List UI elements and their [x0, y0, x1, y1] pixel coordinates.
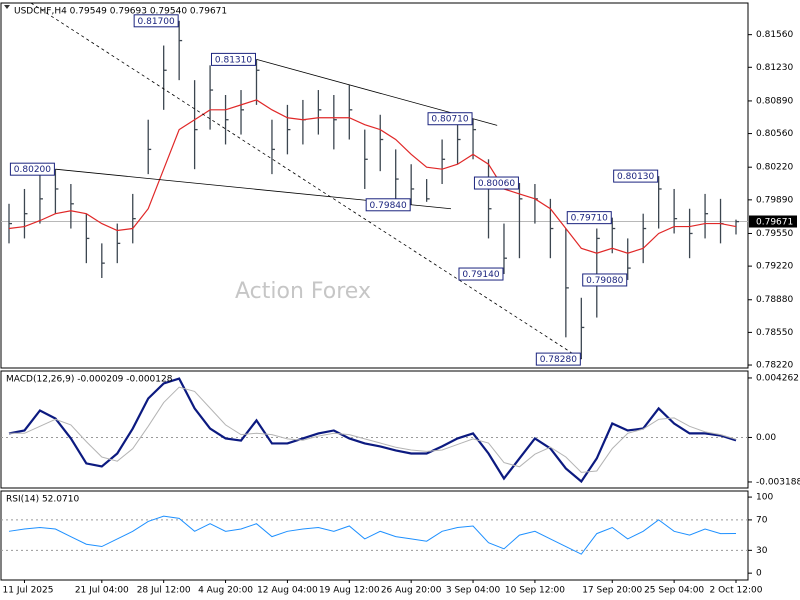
y-tick-label: 0.80890: [756, 96, 793, 106]
y-tick-label: 30: [756, 546, 768, 556]
last-price-label: 0.79671: [756, 218, 793, 228]
trend-line-dashed: [30, 2, 582, 360]
price-label: 0.79140: [462, 270, 499, 280]
y-tick-label: 0.78220: [756, 361, 793, 371]
last-price-box: [749, 215, 797, 228]
x-tick-label: 11 Jul 2025: [3, 586, 54, 596]
price-label-box: [427, 112, 473, 126]
y-tick-label: 0: [756, 569, 762, 579]
y-tick-label: 0.78550: [756, 328, 793, 338]
price-label: 0.81700: [138, 17, 175, 27]
price-label-box: [9, 162, 55, 176]
price-label: 0.78280: [540, 355, 577, 365]
x-tick-label: 19 Aug 12:00: [319, 586, 380, 596]
moving-average: [8, 99, 737, 254]
pane-frame: [0, 370, 749, 489]
x-tick-label: 26 Aug 20:00: [381, 586, 442, 596]
y-tick-label: 0.81230: [756, 63, 793, 73]
price-label-box: [473, 176, 519, 190]
price-label: 0.80200: [14, 165, 51, 175]
price-label: 0.80060: [478, 179, 515, 189]
price-label-box: [133, 14, 179, 28]
price-label-box: [582, 273, 628, 287]
menu-icon: [4, 5, 10, 9]
price-label: 0.81310: [215, 55, 252, 65]
x-tick-label: 17 Sep 20:00: [582, 586, 642, 596]
x-tick-label: 28 Jul 12:00: [137, 586, 191, 596]
indicator-line: [9, 386, 737, 473]
y-tick-label: 0.80560: [756, 129, 793, 139]
watermark: Action Forex: [235, 279, 371, 304]
pane-frame: [0, 2, 749, 369]
price-label-box: [458, 267, 504, 281]
price-label: 0.80130: [617, 172, 654, 182]
price-label-box: [566, 211, 612, 225]
y-tick-label: 0.79220: [756, 262, 793, 272]
price-label: 0.79710: [571, 214, 608, 224]
indicator-line: [8, 515, 737, 555]
pane-frame: [0, 490, 749, 581]
y-tick-label: 0.79550: [756, 229, 793, 239]
price-label-box: [210, 52, 256, 66]
pane-title: RSI(14) 52.0710: [6, 495, 79, 505]
price-label-box: [365, 198, 411, 212]
y-tick-label: 70: [756, 515, 768, 525]
price-label: 0.79080: [586, 276, 623, 286]
x-tick-label: 10 Sep 12:00: [505, 586, 565, 596]
x-tick-label: 4 Aug 20:00: [198, 586, 253, 596]
y-tick-label: 0.79890: [756, 195, 793, 205]
price-label: 0.80710: [431, 115, 468, 125]
x-tick-label: 3 Sep 04:00: [446, 586, 501, 596]
y-tick-label: 0.00: [756, 433, 776, 443]
pane-title: USDCHF,H4 0.79549 0.79693 0.79540 0.7967…: [14, 7, 227, 17]
y-tick-label: 0.80220: [756, 163, 793, 173]
x-tick-label: 21 Jul 04:00: [75, 586, 129, 596]
price-label: 0.79840: [370, 201, 407, 211]
y-tick-label: 0.81560: [756, 30, 793, 40]
x-tick-label: 12 Aug 04:00: [257, 586, 318, 596]
indicator-line: [8, 377, 737, 484]
y-tick-label: 100: [756, 493, 773, 503]
pane-title: MACD(12,26,9) -0.000209 -0.000128: [6, 375, 173, 385]
y-tick-label: 0.78880: [756, 295, 793, 305]
price-label-box: [535, 352, 581, 366]
y-tick-label: 0.004262: [756, 373, 799, 383]
x-tick-label: 2 Oct 12:00: [710, 586, 763, 596]
price-label-box: [613, 169, 659, 183]
x-tick-label: 25 Sep 04:00: [644, 586, 704, 596]
y-tick-label: -0.003188: [756, 477, 800, 487]
